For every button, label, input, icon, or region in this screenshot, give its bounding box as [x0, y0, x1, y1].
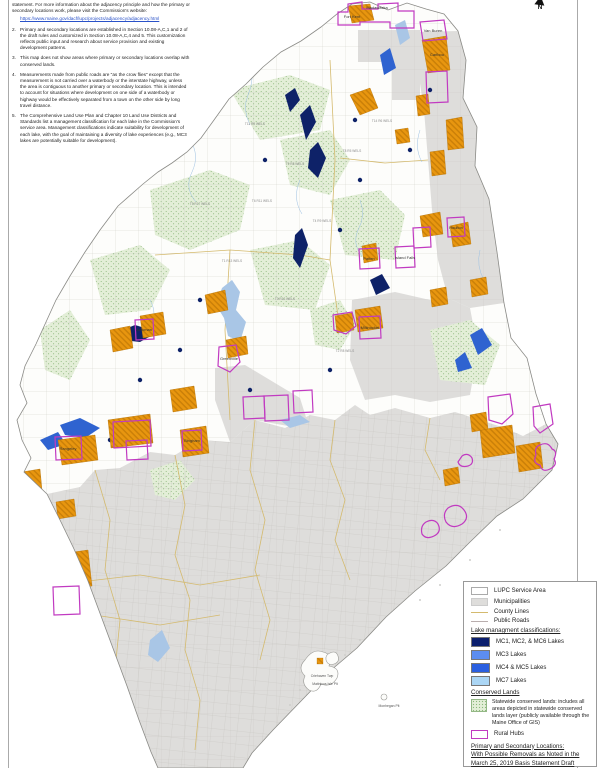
legend-item-mc3: MC3 Lakes: [471, 650, 592, 660]
map-label: Fort Kent: [344, 14, 361, 19]
map-label: Greenville: [220, 356, 239, 361]
legend-item-lupc-service-area: LUPC Service Area: [471, 587, 592, 595]
lake-classifications-header: Lake managment classifications:: [471, 627, 561, 634]
north-arrow-icon: N: [530, 0, 550, 12]
note-4: 4. Measurements made from public roads a…: [12, 71, 187, 108]
map-notes: statement. For more information about th…: [12, 2, 190, 148]
map-label: T4 R9 WELS: [313, 219, 332, 223]
map-label: T8 R5 WELS: [343, 149, 362, 153]
map-label: Houlton: [449, 225, 463, 230]
legend-item-rural-hubs: Rural Hubs: [471, 729, 592, 739]
map-label: Island Falls: [395, 255, 415, 260]
map-label: Madawaska: [366, 5, 388, 10]
adjacency-link[interactable]: https://www.maine.gov/dacf/lupc/projects…: [20, 16, 160, 22]
note-1-continuation: statement. For more information about th…: [12, 2, 190, 14]
map-label: T6 R11 WELS: [252, 199, 272, 203]
map-label: Matinicus Isle Plt: [312, 682, 337, 686]
county-lines-swatch: [471, 611, 488, 613]
streams-layer: [149, 59, 485, 329]
map-label: Millinocket: [361, 325, 381, 330]
map-label: Criehaven Twp: [311, 674, 334, 678]
lupc-service-area-swatch: [471, 587, 488, 595]
note-5: 5. The Comprehensive Land Use Plan and C…: [12, 113, 187, 143]
legend-item-public-roads: Public Roads: [471, 618, 592, 624]
mc3-swatch: [471, 650, 490, 660]
map-label: T5 R17 WELS: [190, 202, 210, 206]
map-label: T11 R9 WELS: [245, 122, 265, 126]
legend-item-conserved-lands: Statewide conserved lands: includes all …: [471, 699, 592, 727]
note-2: 2. Primary and secondary locations are e…: [12, 26, 188, 51]
legend-item-mc7: MC7 Lakes: [471, 676, 592, 686]
municipalities-swatch: [471, 598, 488, 606]
conserved-lands-swatch: [471, 699, 487, 712]
map-label: Bingham: [184, 438, 200, 443]
map-label: Jackman: [136, 327, 152, 332]
legend-item-mc1-mc2-mc6: MC1, MC2, & MC6 Lakes: [471, 637, 592, 647]
public-roads-swatch: [471, 620, 488, 622]
map-label: Monhegan Plt: [379, 704, 400, 708]
map-label: T14 R6 WELS: [372, 119, 392, 123]
mc7-swatch: [471, 676, 490, 686]
rural-hubs-layer: [52, 1, 557, 616]
note-3: 3. This map does not show areas where pr…: [12, 55, 190, 67]
map-label: Rangeley: [60, 446, 77, 451]
legend-item-municipalities: Municipalities: [471, 598, 592, 606]
legend-item-mc4-mc5: MC4 & MC5 Lakes: [471, 663, 592, 673]
map-labels-layer: Madawaska Fort Kent Van Buren Caribou Patten…: [60, 5, 463, 708]
map-legend: LUPC Service Area Municipalities County …: [463, 581, 597, 767]
offshore-islands: [289, 529, 501, 706]
mc1-mc2-mc6-swatch: [471, 637, 490, 647]
conserved-lands-header: Conserved Lands: [471, 689, 520, 696]
primary-secondary-locations-layer: [21, 3, 544, 593]
map-label: T9 R8 WELS: [286, 162, 305, 166]
maine-state-outline: [16, 1, 559, 768]
map-label: Caribou: [430, 52, 444, 57]
legend-footer-title: Primary and Secondary Locations: With Po…: [471, 742, 580, 767]
legend-item-county-lines: County Lines: [471, 609, 592, 615]
map-label: Van Buren: [424, 28, 443, 33]
map-label: T2 R8 WELS: [336, 349, 355, 353]
map-label: Patten: [363, 256, 375, 261]
map-label: T3 R12 WELS: [275, 297, 295, 301]
mc4-mc5-swatch: [471, 663, 490, 673]
rural-hubs-swatch: [471, 729, 488, 739]
map-label: T1 R13 WELS: [222, 259, 242, 263]
town-grid-south: [47, 405, 558, 768]
